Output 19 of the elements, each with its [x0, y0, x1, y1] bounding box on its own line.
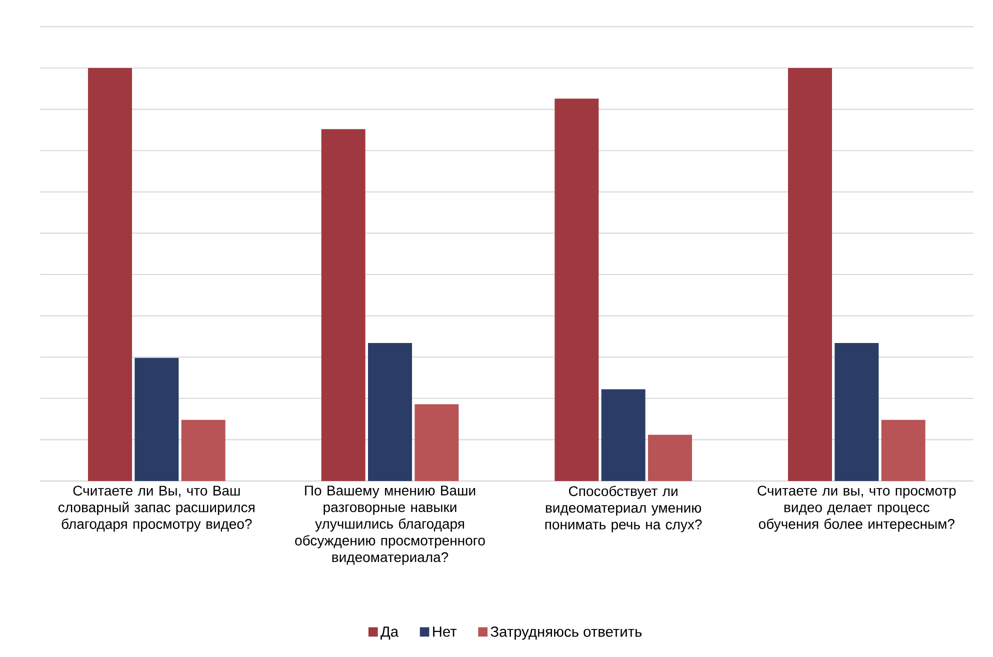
bar [554, 98, 599, 481]
legend-label: Да [380, 626, 399, 640]
bar [134, 358, 179, 481]
bar [321, 129, 366, 481]
x-tick-label: По Вашему мнению Ваши разговорные навыки улучшились благодаря обсуждению просмотренного видеоматериала? [295, 486, 485, 565]
x-tick-label: Считаете ли вы, что просмотр видео делает процесс обучения более интересным? [758, 486, 956, 532]
bar [834, 343, 879, 481]
bar [88, 68, 132, 481]
bar [648, 434, 692, 481]
x-tick-label: Считаете ли Вы, что Ваш словарный запас расширился благодаря просмотру видео? [58, 486, 254, 532]
x-tick-label: Способствует ли видеоматериал умению понимать речь на слух? [545, 486, 702, 532]
bar [181, 420, 226, 481]
legend-label: Затрудняюсь ответить [490, 626, 642, 640]
bar [414, 404, 459, 481]
bar [601, 389, 646, 481]
bar [368, 343, 412, 481]
bar [788, 68, 832, 481]
bar [881, 420, 926, 481]
legend-label: Нет [433, 626, 457, 637]
